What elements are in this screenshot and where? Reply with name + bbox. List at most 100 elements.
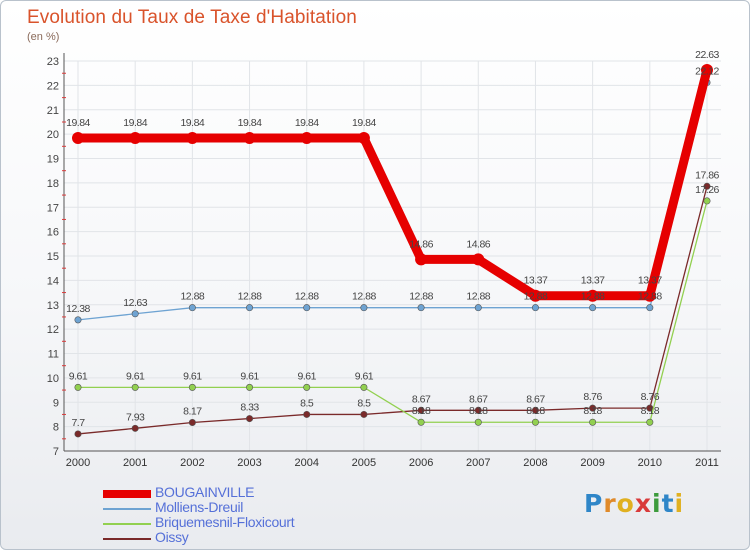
data-label: 12.88 (638, 291, 662, 303)
y-tick-label: 9 (53, 397, 59, 409)
data-point (417, 418, 425, 426)
x-tick-label: 2009 (580, 457, 604, 469)
data-point (703, 182, 711, 190)
data-point (357, 132, 370, 145)
y-tick-label: 7 (53, 446, 59, 458)
y-tick-label: 16 (47, 227, 59, 239)
data-label: 22.63 (695, 49, 719, 61)
data-point (246, 415, 254, 423)
data-label: 19.84 (123, 117, 147, 129)
data-point (131, 424, 139, 432)
x-tick-label: 2010 (638, 457, 662, 469)
data-point (186, 132, 199, 145)
data-label: 9.61 (126, 370, 145, 382)
data-point (74, 383, 82, 391)
legend-label: Oissy (155, 529, 189, 545)
data-label: 9.61 (355, 370, 374, 382)
data-point (303, 304, 311, 312)
data-label: 9.61 (69, 370, 88, 382)
series-line-0 (78, 68, 712, 301)
data-label: 8.67 (412, 393, 431, 405)
data-label: 12.63 (123, 297, 147, 309)
data-point (586, 289, 599, 302)
y-tick-label: 20 (47, 129, 59, 141)
y-tick-label: 22 (47, 80, 59, 92)
legend-label: BOUGAINVILLE (155, 484, 255, 500)
data-point (300, 132, 313, 145)
data-label: 19.84 (180, 117, 204, 129)
data-label: 12.88 (352, 291, 376, 303)
data-point (246, 383, 254, 391)
data-label: 17.86 (695, 169, 719, 181)
data-point (131, 310, 139, 318)
x-tick-label: 2000 (66, 457, 90, 469)
y-tick-label: 18 (47, 178, 59, 190)
data-label: 12.88 (295, 291, 319, 303)
data-point (246, 304, 254, 312)
x-tick-label: 2011 (695, 457, 719, 469)
data-point (360, 383, 368, 391)
data-label: 8.17 (183, 405, 202, 417)
legend-swatch (103, 538, 151, 540)
legend-label: Briquemesnil-Floxicourt (155, 514, 295, 530)
legend-swatch (103, 523, 151, 525)
data-point (474, 406, 482, 414)
data-label: 9.61 (240, 370, 259, 382)
series-line-1 (77, 82, 708, 321)
data-label: 19.84 (352, 117, 376, 129)
data-label: 8.76 (641, 391, 660, 403)
y-tick-label: 21 (47, 105, 59, 117)
series-line-3 (77, 186, 708, 435)
data-point (531, 304, 539, 312)
data-label: 14.86 (466, 238, 490, 250)
data-label: 8.76 (583, 391, 602, 403)
data-point (188, 304, 196, 312)
data-point (303, 410, 311, 418)
data-label: 7.7 (71, 417, 85, 429)
data-label: 19.84 (295, 117, 319, 129)
data-label: 12.88 (466, 291, 490, 303)
data-point (74, 430, 82, 438)
data-label: 12.38 (66, 303, 90, 315)
data-point (243, 132, 256, 145)
proxiti-logo: Proxiti (584, 489, 685, 518)
y-tick-label: 23 (47, 56, 59, 68)
data-label: 12.88 (238, 291, 262, 303)
data-label: 17.26 (695, 184, 719, 196)
data-point (131, 383, 139, 391)
x-tick-label: 2008 (523, 457, 547, 469)
data-label: 8.18 (469, 405, 488, 417)
data-point (303, 383, 311, 391)
series-line-2 (78, 200, 708, 423)
data-point (415, 253, 428, 266)
legend-swatch (103, 508, 151, 510)
data-point (589, 404, 597, 412)
y-tick-label: 19 (47, 154, 59, 166)
x-tick-label: 2007 (466, 457, 490, 469)
x-tick-label: 2005 (352, 457, 376, 469)
data-point (701, 64, 713, 77)
data-label: 8.33 (240, 402, 259, 414)
data-label: 8.5 (300, 397, 314, 409)
data-label: 9.61 (298, 370, 317, 382)
data-label: 8.18 (583, 405, 602, 417)
x-tick-label: 2003 (237, 457, 261, 469)
y-tick-label: 11 (48, 349, 59, 361)
data-label: 8.67 (526, 393, 545, 405)
data-label: 12.88 (409, 291, 433, 303)
data-point (646, 418, 654, 426)
data-label: 19.84 (66, 117, 90, 129)
data-label: 14.86 (409, 238, 433, 250)
data-label: 12.88 (180, 291, 204, 303)
data-point (703, 197, 711, 205)
data-point (360, 304, 368, 312)
data-label: 19.84 (238, 117, 262, 129)
chart-subtitle: (en %) (27, 31, 60, 43)
x-tick-label: 2004 (294, 457, 318, 469)
data-point (417, 304, 425, 312)
data-label: 8.18 (641, 405, 660, 417)
y-tick-label: 17 (47, 202, 59, 214)
data-point (531, 418, 539, 426)
data-point (188, 383, 196, 391)
data-label: 13.37 (581, 275, 605, 287)
